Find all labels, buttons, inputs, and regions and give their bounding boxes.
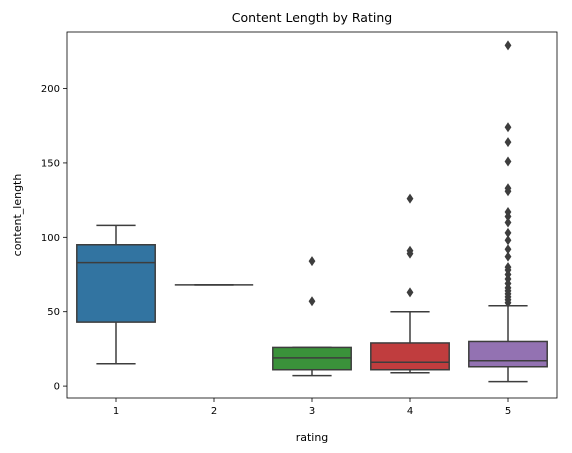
outlier-point bbox=[504, 244, 512, 255]
plot-area bbox=[76, 40, 548, 383]
y-tick-label: 200 bbox=[41, 84, 60, 95]
x-tick-label: 2 bbox=[211, 406, 217, 417]
outlier-point bbox=[504, 122, 512, 133]
outlier-point bbox=[504, 183, 512, 194]
outlier-point bbox=[504, 156, 512, 167]
outlier-point bbox=[308, 256, 316, 267]
outlier-point bbox=[504, 251, 512, 262]
x-axis: 1 2 3 4 5 bbox=[113, 398, 511, 417]
x-tick-label: 1 bbox=[113, 406, 119, 417]
outlier-point bbox=[504, 207, 512, 218]
x-axis-label: rating bbox=[296, 431, 329, 444]
outlier-point bbox=[504, 40, 512, 51]
y-axis-label: content_length bbox=[11, 174, 24, 257]
outlier-point bbox=[504, 227, 512, 238]
outlier-point bbox=[504, 137, 512, 148]
y-tick-label: 150 bbox=[41, 158, 60, 169]
x-tick-label: 5 bbox=[505, 406, 511, 417]
y-tick-label: 50 bbox=[47, 307, 60, 318]
outlier-point bbox=[406, 287, 414, 298]
y-tick-label: 100 bbox=[41, 233, 60, 244]
y-axis: 0 50 100 150 200 bbox=[41, 84, 67, 393]
box-group-rating-5 bbox=[468, 40, 548, 383]
x-tick-label: 4 bbox=[407, 406, 413, 417]
outlier-point bbox=[504, 235, 512, 246]
iqr-box bbox=[370, 342, 450, 371]
outlier-point bbox=[504, 217, 512, 228]
box-group-rating-4 bbox=[370, 193, 450, 374]
iqr-box bbox=[468, 340, 548, 368]
y-tick-label: 0 bbox=[54, 382, 60, 393]
outlier-point bbox=[406, 193, 414, 204]
iqr-box bbox=[76, 244, 156, 323]
chart-title: Content Length by Rating bbox=[232, 10, 392, 25]
outlier-point bbox=[504, 262, 512, 273]
box-group-rating-3 bbox=[272, 256, 352, 377]
outlier-point bbox=[308, 296, 316, 307]
x-tick-label: 3 bbox=[309, 406, 315, 417]
outlier-point bbox=[406, 245, 414, 256]
box-group-rating-1 bbox=[76, 224, 156, 365]
